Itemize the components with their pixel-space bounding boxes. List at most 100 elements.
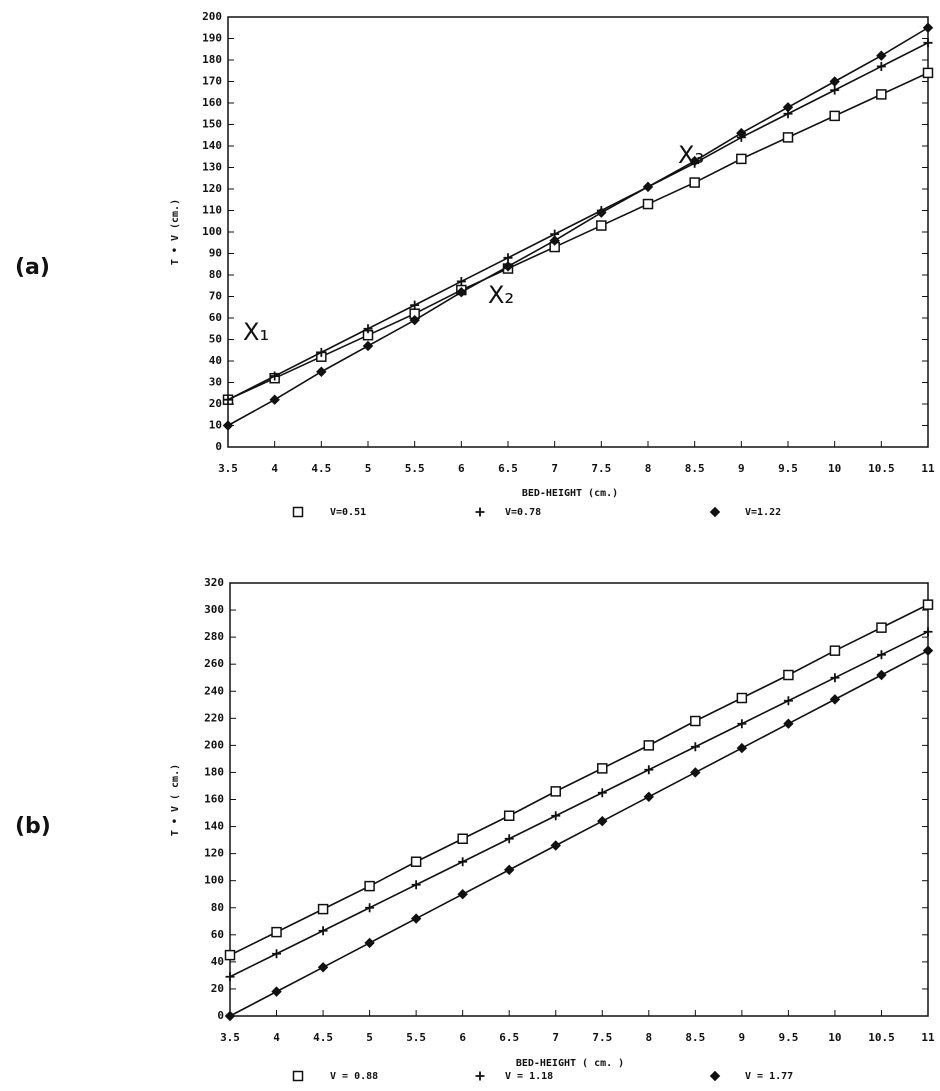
marker-plus	[737, 719, 746, 728]
y-tick-label: 180	[204, 765, 224, 778]
legend-marker	[711, 1072, 720, 1081]
y-tick-label: 120	[204, 847, 224, 860]
marker-plus	[644, 765, 653, 774]
y-tick-label: 150	[202, 118, 222, 131]
marker-diamond	[224, 421, 233, 430]
marker-square	[272, 928, 281, 937]
marker-diamond	[924, 23, 933, 32]
legend-label: V=0.78	[505, 507, 541, 518]
y-tick-label: 100	[204, 874, 224, 887]
marker-diamond	[364, 341, 373, 350]
marker-diamond	[505, 865, 514, 874]
series-line	[230, 632, 928, 977]
y-tick-label: 140	[202, 139, 222, 152]
marker-diamond	[877, 51, 886, 60]
annotation: X₁	[243, 318, 269, 346]
marker-plus	[319, 926, 328, 935]
series-line	[230, 605, 928, 955]
marker-diamond	[365, 938, 374, 947]
y-tick-label: 320	[204, 576, 224, 589]
marker-diamond	[784, 103, 793, 112]
marker-square	[830, 646, 839, 655]
marker-square	[598, 764, 607, 773]
marker-square	[644, 200, 653, 209]
marker-square	[737, 154, 746, 163]
marker-plus	[924, 627, 933, 636]
marker-plus	[924, 38, 933, 47]
marker-square	[644, 741, 653, 750]
marker-diamond	[644, 182, 653, 191]
x-axis-label: BED-HEIGHT (cm.)	[522, 488, 618, 499]
marker-diamond	[226, 1012, 235, 1021]
marker-plus	[272, 949, 281, 958]
y-tick-label: 10	[209, 419, 222, 432]
x-tick-label: 6.5	[499, 1031, 519, 1044]
marker-plus	[226, 972, 235, 981]
marker-diamond	[784, 719, 793, 728]
legend-label: V = 1.18	[505, 1071, 553, 1082]
legend-marker	[294, 1072, 303, 1081]
x-tick-label: 4.5	[311, 462, 331, 475]
x-tick-label: 3.5	[218, 462, 238, 475]
plot-frame	[228, 17, 928, 447]
marker-square	[597, 221, 606, 230]
x-tick-label: 5.5	[405, 462, 425, 475]
marker-square	[226, 951, 235, 960]
marker-plus	[877, 650, 886, 659]
y-tick-label: 60	[211, 928, 224, 941]
y-axis-label: T • V (cm.)	[170, 199, 181, 265]
marker-diamond	[737, 744, 746, 753]
marker-plus	[412, 880, 421, 889]
marker-square	[737, 694, 746, 703]
marker-diamond	[317, 367, 326, 376]
annotation: X₃	[678, 141, 704, 169]
y-tick-label: 60	[209, 311, 222, 324]
x-tick-label: 9.5	[778, 1031, 798, 1044]
marker-diamond	[272, 987, 281, 996]
marker-diamond	[319, 963, 328, 972]
series-line	[230, 651, 928, 1016]
y-tick-label: 160	[204, 793, 224, 806]
x-tick-label: 10.5	[868, 462, 895, 475]
y-axis-label: T • V ( cm.)	[170, 764, 181, 836]
marker-plus	[457, 277, 466, 286]
x-tick-label: 8	[645, 462, 652, 475]
x-tick-label: 10	[828, 1031, 841, 1044]
y-tick-label: 40	[211, 955, 224, 968]
legend-label: V=0.51	[330, 507, 366, 518]
marker-diamond	[877, 671, 886, 680]
marker-plus	[830, 86, 839, 95]
marker-square	[365, 882, 374, 891]
x-tick-label: 8.5	[685, 1031, 705, 1044]
marker-square	[784, 671, 793, 680]
marker-square	[690, 178, 699, 187]
marker-plus	[505, 834, 514, 843]
marker-diamond	[598, 817, 607, 826]
marker-diamond	[924, 646, 933, 655]
marker-plus	[410, 301, 419, 310]
x-tick-label: 11	[921, 462, 935, 475]
series-line	[228, 43, 928, 400]
plot-frame	[230, 583, 928, 1016]
y-tick-label: 170	[202, 75, 222, 88]
x-tick-label: 4.5	[313, 1031, 333, 1044]
x-tick-label: 6.5	[498, 462, 518, 475]
x-tick-label: 7.5	[591, 462, 611, 475]
marker-square	[877, 90, 886, 99]
x-tick-label: 4	[273, 1031, 280, 1044]
x-tick-label: 5	[366, 1031, 373, 1044]
y-tick-label: 260	[204, 657, 224, 670]
marker-plus	[458, 857, 467, 866]
marker-diamond	[412, 914, 421, 923]
y-tick-label: 160	[202, 96, 222, 109]
y-tick-label: 190	[202, 32, 222, 45]
x-tick-label: 10	[828, 462, 841, 475]
page: 0102030405060708090100110120130140150160…	[0, 0, 940, 1091]
annotation: X₂	[488, 281, 514, 309]
marker-plus	[784, 696, 793, 705]
marker-square	[458, 834, 467, 843]
marker-square	[691, 717, 700, 726]
legend-label: V=1.22	[745, 507, 781, 518]
x-tick-label: 6	[459, 1031, 466, 1044]
y-tick-label: 200	[202, 10, 222, 23]
